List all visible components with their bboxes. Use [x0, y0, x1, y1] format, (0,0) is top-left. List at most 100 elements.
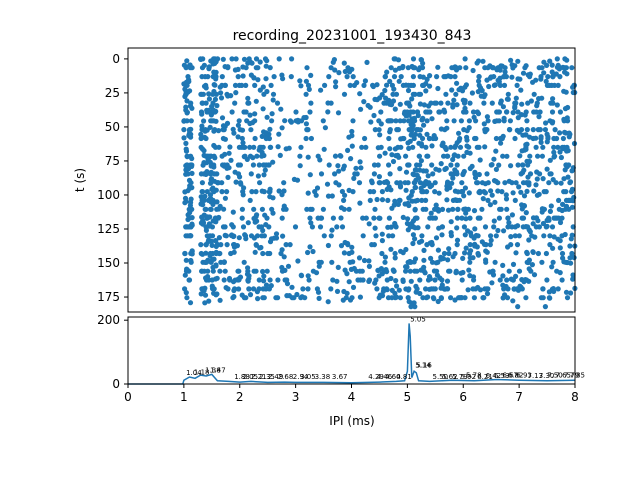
raster-point: [509, 74, 515, 80]
raster-point: [417, 162, 423, 168]
raster-point: [539, 153, 546, 159]
raster-point: [403, 153, 409, 159]
raster-point: [372, 206, 378, 212]
raster-point: [555, 82, 561, 88]
raster-point: [270, 91, 277, 97]
raster-point: [559, 250, 566, 257]
raster-point: [424, 76, 430, 82]
raster-point: [389, 82, 395, 88]
raster-point: [309, 206, 315, 212]
hist-y-tick-label: 0: [112, 377, 120, 391]
raster-point: [543, 120, 549, 126]
raster-point: [251, 215, 257, 222]
raster-point: [433, 235, 440, 241]
raster-point: [279, 125, 285, 131]
hist-x-tick-label: 8: [571, 390, 579, 404]
raster-point: [432, 206, 438, 212]
raster-point: [483, 242, 489, 248]
raster-point: [462, 250, 468, 256]
raster-point: [445, 100, 451, 106]
raster-point: [524, 118, 530, 124]
raster-point: [240, 224, 247, 230]
raster-point: [451, 97, 457, 103]
hist-x-ticks: 0 1 2 3 4 5 6 7 8: [124, 384, 579, 404]
raster-point: [334, 288, 341, 294]
raster-point: [338, 205, 345, 211]
raster-point: [359, 144, 365, 150]
raster-point: [379, 231, 385, 237]
raster-point: [189, 249, 195, 255]
raster-point: [512, 135, 518, 142]
raster-point: [386, 135, 392, 142]
raster-point: [522, 277, 529, 283]
raster-point: [526, 257, 533, 263]
raster-point: [429, 162, 435, 168]
raster-point: [341, 250, 347, 256]
raster-point: [186, 277, 192, 283]
raster-point: [388, 246, 394, 252]
raster-point: [204, 189, 210, 195]
raster-point: [417, 127, 423, 133]
raster-point: [325, 109, 331, 115]
raster-point: [367, 197, 373, 203]
raster-point: [458, 118, 464, 124]
raster-point: [409, 128, 415, 134]
raster-point: [378, 266, 384, 272]
raster-point: [523, 295, 529, 301]
raster-point: [373, 233, 379, 239]
raster-point: [247, 197, 253, 203]
raster-point: [512, 233, 518, 239]
raster-point: [477, 85, 484, 91]
raster-point: [207, 180, 214, 186]
raster-point: [267, 65, 273, 71]
raster-point: [403, 169, 410, 175]
raster-point: [445, 207, 452, 213]
peak-label: 6.82: [508, 372, 524, 380]
raster-point: [548, 171, 554, 177]
raster-point: [243, 295, 249, 301]
raster-point: [545, 74, 551, 80]
raster-point: [282, 267, 288, 273]
raster-point: [332, 153, 339, 159]
raster-point: [308, 220, 314, 226]
raster-point: [431, 268, 437, 274]
raster-point: [410, 74, 416, 80]
raster-point: [389, 152, 395, 158]
raster-point: [235, 268, 241, 274]
raster-point: [450, 104, 456, 110]
raster-point: [462, 232, 468, 238]
raster-point: [423, 295, 429, 301]
raster-point: [222, 151, 228, 157]
raster-point: [542, 304, 549, 310]
raster-point: [256, 277, 262, 283]
raster-point: [200, 162, 206, 168]
raster-point: [282, 118, 288, 124]
raster-point: [409, 96, 415, 102]
raster-point: [261, 233, 267, 239]
raster-point: [421, 257, 427, 263]
raster-point: [314, 286, 320, 292]
raster-point: [200, 91, 206, 97]
raster-point: [236, 277, 242, 283]
raster-point: [216, 144, 222, 150]
raster-point: [254, 212, 260, 218]
raster-point: [289, 284, 295, 290]
raster-point: [479, 206, 485, 212]
raster-point: [505, 224, 511, 230]
raster-points: [181, 56, 578, 310]
raster-point: [460, 171, 466, 178]
raster-point: [187, 127, 193, 133]
raster-point: [534, 169, 540, 175]
raster-point: [564, 147, 570, 153]
raster-point: [218, 90, 224, 96]
raster-point: [363, 144, 369, 150]
raster-point: [475, 111, 482, 117]
raster-point: [203, 242, 209, 248]
raster-point: [188, 257, 194, 264]
raster-point: [210, 107, 216, 113]
raster-point: [242, 232, 248, 238]
raster-point: [540, 286, 546, 292]
raster-point: [321, 146, 327, 152]
raster-point: [489, 100, 495, 106]
raster-point: [384, 186, 390, 192]
